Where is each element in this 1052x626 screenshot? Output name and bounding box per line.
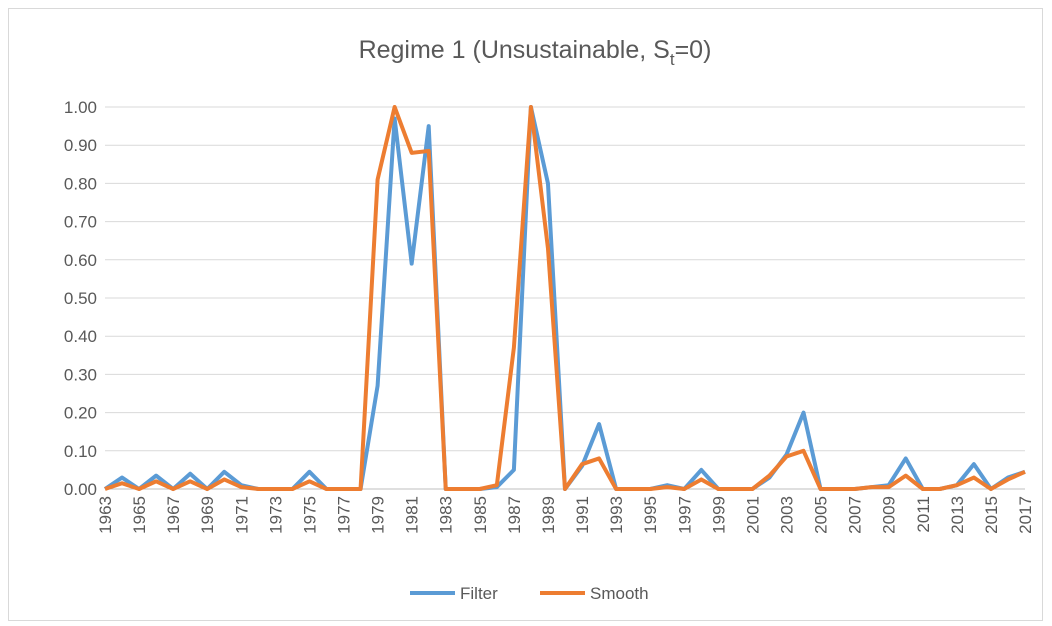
chart-border: [8, 8, 1043, 621]
x-tick-label: 1995: [641, 496, 660, 534]
x-tick-label: 1965: [130, 496, 149, 534]
y-tick-label: 1.00: [64, 98, 97, 117]
y-tick-label: 0.20: [64, 404, 97, 423]
title-subscript: t: [670, 50, 675, 69]
chart-title: Regime 1 (Unsustainable, St=0): [359, 36, 712, 69]
x-tick-label: 1973: [266, 496, 285, 534]
x-tick-label: 2005: [812, 496, 831, 534]
x-tick-label: 1989: [539, 496, 558, 534]
x-tick-label: 1967: [164, 496, 183, 534]
x-tick-label: 2015: [982, 496, 1001, 534]
x-tick-label: 2003: [777, 496, 796, 534]
x-tick-label: 1977: [335, 496, 354, 534]
legend-label: Filter: [460, 584, 498, 603]
x-tick-label: 1999: [709, 496, 728, 534]
series-line: [104, 105, 1026, 491]
x-tick-label: 1969: [198, 496, 217, 534]
y-tick-label: 0.10: [64, 442, 97, 461]
x-tick-label: 1987: [505, 496, 524, 534]
x-tick-label: 2013: [948, 496, 967, 534]
y-tick-label: 0.70: [64, 213, 97, 232]
x-tick-label: 2017: [1016, 496, 1035, 534]
y-tick-label: 0.30: [64, 365, 97, 384]
y-tick-label: 0.90: [64, 136, 97, 155]
x-tick-label: 2009: [880, 496, 899, 534]
x-tick-label: 1963: [96, 496, 115, 534]
y-tick-label: 0.60: [64, 251, 97, 270]
y-tick-label: 0.40: [64, 327, 97, 346]
x-tick-label: 2001: [743, 496, 762, 534]
x-tick-label: 1981: [403, 496, 422, 534]
x-tick-label: 1993: [607, 496, 626, 534]
x-tick-label: 1985: [471, 496, 490, 534]
title-end: =0): [675, 36, 712, 64]
legend-label: Smooth: [590, 584, 649, 603]
x-tick-label: 1975: [300, 496, 319, 534]
x-tick-label: 1971: [232, 496, 251, 534]
x-tick-label: 1979: [369, 496, 388, 534]
title-main: Regime 1 (Unsustainable, S: [359, 36, 670, 64]
x-tick-label: 1997: [675, 496, 694, 534]
y-tick-label: 0.80: [64, 174, 97, 193]
y-tick-label: 0.00: [64, 480, 97, 499]
x-tick-label: 1983: [437, 496, 456, 534]
x-tick-label: 1991: [573, 496, 592, 534]
y-tick-label: 0.50: [64, 289, 97, 308]
x-tick-label: 2007: [846, 496, 865, 534]
x-tick-label: 2011: [914, 496, 933, 533]
